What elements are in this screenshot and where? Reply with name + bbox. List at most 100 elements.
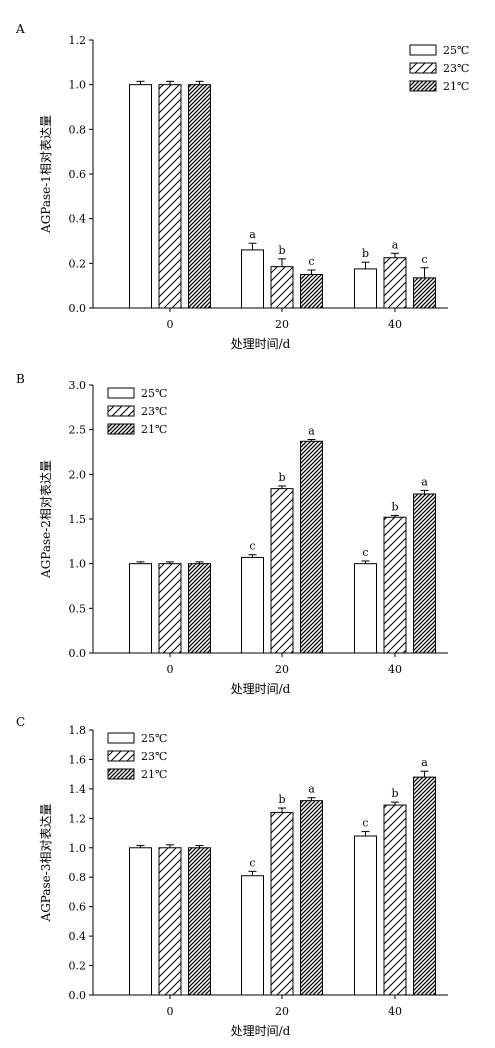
y-tick-label: 1.4 <box>69 783 87 796</box>
y-tick-label: 2.0 <box>69 468 87 481</box>
chart-panel-b: B 0.0 0.5 1.0 1.5 2.0 2.5 3.0 0 20 40 处理时间/d AGPase-… <box>16 372 448 696</box>
bar <box>270 811 294 996</box>
y-tick-label: 0.5 <box>69 602 87 615</box>
legend-swatch <box>107 732 135 744</box>
legend-swatch <box>409 44 437 56</box>
bar <box>129 563 152 654</box>
y-tick-label: 0.8 <box>69 123 87 136</box>
legend-swatch <box>107 387 135 399</box>
bar <box>158 847 182 996</box>
y-tick-label: 0.8 <box>69 871 87 884</box>
significance-label: c <box>308 255 314 268</box>
legend-label: 25℃ <box>443 44 469 57</box>
bar <box>354 835 377 996</box>
x-tick-label: 0 <box>167 1005 174 1018</box>
chart-panel-c: C 0.0 0.2 0.4 0.6 0.8 1.0 1.2 1.4 1.6 1.8 0 20 40 处理时间… <box>16 715 448 1038</box>
legend-label: 21℃ <box>443 80 469 93</box>
y-tick-label: 0.6 <box>69 168 87 181</box>
significance-label: a <box>421 475 428 488</box>
bar <box>300 274 323 309</box>
significance-label: b <box>391 787 398 800</box>
y-tick-label: 1.0 <box>69 79 87 92</box>
y-axis-title: AGPase-1相对表达量 <box>39 115 53 234</box>
y-axis-title: AGPase-3相对表达量 <box>39 804 53 923</box>
x-tick-label: 0 <box>167 663 174 676</box>
bar <box>270 488 294 654</box>
y-tick-label: 3.0 <box>69 379 87 392</box>
y-tick-label: 2.5 <box>69 424 87 437</box>
y-tick-label: 0.0 <box>69 647 87 660</box>
bar <box>383 804 407 996</box>
legend-swatch <box>409 80 437 92</box>
bar <box>413 493 436 654</box>
significance-label: a <box>308 783 315 796</box>
significance-label: c <box>249 540 255 553</box>
x-tick-label: 20 <box>275 318 289 331</box>
x-tick-label: 40 <box>388 663 402 676</box>
bar <box>241 556 264 654</box>
y-tick-label: 0.0 <box>69 989 87 1002</box>
y-tick-label: 0.6 <box>69 901 87 914</box>
x-axis-title: 处理时间/d <box>231 682 291 696</box>
x-axis-title: 处理时间/d <box>231 337 291 351</box>
bar <box>188 84 211 309</box>
y-tick-label: 1.0 <box>69 842 87 855</box>
legend-label: 23℃ <box>141 750 167 763</box>
x-tick-label: 40 <box>388 318 402 331</box>
legend-label: 25℃ <box>141 387 167 400</box>
significance-label: b <box>278 793 285 806</box>
legend-label: 23℃ <box>443 62 469 75</box>
significance-label: a <box>392 238 399 251</box>
x-tick-label: 40 <box>388 1005 402 1018</box>
significance-label: b <box>278 471 285 484</box>
panel-label: C <box>16 715 25 729</box>
legend-swatch <box>107 750 135 762</box>
significance-label: c <box>362 546 368 559</box>
bar <box>158 563 182 654</box>
significance-label: b <box>362 247 369 260</box>
significance-label: c <box>249 856 255 869</box>
bar <box>129 84 152 309</box>
y-tick-label: 1.2 <box>69 34 87 47</box>
bar <box>354 563 377 654</box>
panel-label: A <box>15 22 25 36</box>
bar <box>241 875 264 996</box>
bar <box>413 776 436 996</box>
y-tick-label: 0.0 <box>69 302 87 315</box>
panel-label: B <box>16 372 25 386</box>
bar <box>188 847 211 996</box>
y-tick-label: 0.4 <box>69 213 87 226</box>
bar <box>383 516 407 654</box>
significance-label: b <box>278 244 285 257</box>
bar <box>188 563 211 654</box>
legend-label: 23℃ <box>141 405 167 418</box>
bar <box>270 266 294 309</box>
bar <box>241 249 264 309</box>
bar <box>300 800 323 996</box>
bar <box>413 277 436 309</box>
legend-swatch <box>107 423 135 435</box>
y-tick-label: 0.4 <box>69 930 87 943</box>
bar <box>300 440 323 654</box>
y-tick-label: 1.6 <box>69 753 87 766</box>
legend-label: 25℃ <box>141 732 167 745</box>
chart-panel-a: A 0.0 0.2 0.4 0.6 0.8 1.0 1.2 0 20 40 处理时间/d AGPase-… <box>15 22 469 351</box>
x-axis-title: 处理时间/d <box>231 1024 291 1038</box>
significance-label: a <box>308 424 315 437</box>
legend-label: 21℃ <box>141 423 167 436</box>
significance-label: c <box>421 253 427 266</box>
y-tick-label: 0.2 <box>69 257 87 270</box>
x-tick-label: 0 <box>167 318 174 331</box>
significance-label: a <box>249 228 256 241</box>
legend-swatch <box>409 62 437 74</box>
x-tick-label: 20 <box>275 1005 289 1018</box>
y-tick-label: 1.0 <box>69 558 87 571</box>
y-axis-title: AGPase-2相对表达量 <box>39 460 53 579</box>
y-tick-label: 0.2 <box>69 960 87 973</box>
significance-label: c <box>362 817 368 830</box>
legend-swatch <box>107 768 135 780</box>
bar <box>354 268 377 309</box>
x-tick-label: 20 <box>275 663 289 676</box>
significance-label: a <box>421 756 428 769</box>
